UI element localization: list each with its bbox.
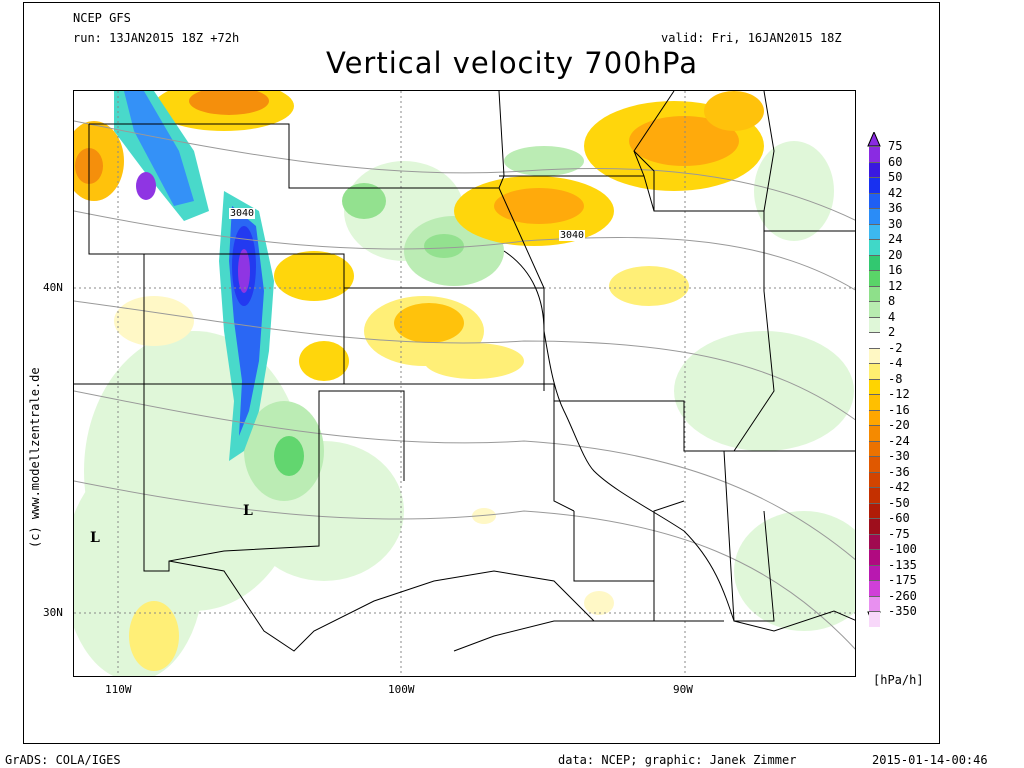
legend-swatch — [869, 409, 880, 425]
legend-level-label: -42 — [888, 480, 910, 494]
legend-swatch — [869, 378, 880, 394]
legend-swatch — [869, 471, 880, 487]
legend-swatch — [869, 425, 880, 441]
legend-swatch — [869, 611, 880, 627]
legend-swatch — [869, 394, 880, 410]
coastline — [453, 91, 855, 652]
color-legend: 75 60 50 42 36 30 24 20 16 12 8 4 2 -2 -4 -8 -12 -16 -20 -2… — [862, 132, 942, 627]
legend-level-label: 2 — [888, 325, 896, 339]
footer-software: GrADS: COLA/IGES — [5, 753, 121, 767]
legend-swatch — [869, 347, 880, 363]
legend-level-label: 24 — [888, 232, 903, 246]
legend-level-label: 30 — [888, 216, 903, 231]
lon-label-90w: 90W — [673, 683, 693, 696]
legend-level-label: -4 — [888, 356, 903, 370]
legend-level-label: 75 — [888, 139, 903, 153]
legend-swatch — [869, 285, 880, 301]
legend-level-label: 16 — [888, 263, 903, 277]
legend-level-label: -8 — [888, 371, 903, 386]
legend-swatch — [869, 332, 880, 348]
legend-swatch — [869, 363, 880, 379]
legend-swatch — [869, 192, 880, 208]
legend-swatch — [869, 549, 880, 565]
legend-swatch — [869, 208, 880, 224]
legend-level-label: 20 — [888, 247, 903, 262]
legend-swatch — [869, 161, 880, 177]
legend-level-label: -175 — [888, 573, 917, 587]
model-name: NCEP GFS — [73, 11, 131, 25]
legend-swatch — [869, 316, 880, 332]
low-pressure-marker: L — [243, 503, 253, 519]
legend-swatch — [869, 177, 880, 193]
plot-frame — [23, 2, 940, 744]
run-info: run: 13JAN2015 18Z +72h — [73, 31, 240, 45]
lat-label-40n: 40N — [43, 281, 63, 294]
legend-level-label: -135 — [888, 557, 917, 572]
state-borders — [74, 91, 855, 652]
legend-level-label: -30 — [888, 449, 910, 463]
footer-timestamp: 2015-01-14-00:46 — [872, 753, 988, 767]
legend-level-label: -36 — [888, 464, 910, 479]
footer-credits: data: NCEP; graphic: Janek Zimmer — [558, 753, 797, 767]
legend-level-label: 8 — [888, 294, 896, 308]
legend-level-label: 36 — [888, 201, 903, 215]
copyright-text: (c) www.modellzentrale.de — [28, 367, 42, 548]
legend-level-label: -16 — [888, 402, 910, 417]
legend-level-label: -2 — [888, 340, 903, 355]
legend-swatch — [869, 487, 880, 503]
lon-label-100w: 100W — [388, 683, 415, 696]
contour-label-west: 3040 — [229, 208, 256, 219]
legend-swatch — [869, 502, 880, 518]
contour-label-east: 3040 — [559, 230, 586, 241]
legend-swatch — [869, 239, 880, 255]
low-pressure-marker: L — [90, 530, 100, 546]
legend-level-label: 60 — [888, 154, 903, 169]
legend-level-label: -20 — [888, 418, 910, 432]
legend-level-label: -50 — [888, 495, 910, 510]
legend-level-label: -75 — [888, 526, 910, 541]
map-canvas — [74, 91, 855, 676]
legend-swatch — [869, 223, 880, 239]
legend-unit: [hPa/h] — [873, 673, 924, 687]
legend-level-label: -350 — [888, 604, 917, 618]
legend-swatch — [869, 564, 880, 580]
legend-swatch — [869, 146, 880, 162]
legend-swatch — [869, 301, 880, 317]
legend-level-label: 12 — [888, 278, 903, 293]
weather-map — [73, 90, 856, 677]
legend-swatch — [869, 518, 880, 534]
legend-swatch — [869, 254, 880, 270]
legend-level-label: 42 — [888, 185, 903, 200]
lat-label-30n: 30N — [43, 606, 63, 619]
legend-level-label: -100 — [888, 542, 917, 556]
legend-swatch — [869, 580, 880, 596]
legend-swatch — [869, 456, 880, 472]
height-contours — [74, 120, 855, 650]
valid-time: valid: Fri, 16JAN2015 18Z — [661, 31, 842, 45]
legend-swatch — [869, 440, 880, 456]
legend-level-label: 4 — [888, 309, 896, 324]
legend-level-label: -12 — [888, 387, 910, 401]
legend-swatch — [869, 270, 880, 286]
legend-swatch — [869, 533, 880, 549]
legend-swatch — [869, 595, 880, 611]
legend-level-label: 50 — [888, 170, 903, 184]
lon-label-110w: 110W — [105, 683, 132, 696]
legend-level-label: -260 — [888, 588, 917, 603]
legend-level-label: -60 — [888, 511, 910, 525]
map-title: Vertical velocity 700hPa — [325, 46, 698, 80]
velocity-field — [74, 91, 855, 676]
legend-level-label: -24 — [888, 433, 910, 448]
